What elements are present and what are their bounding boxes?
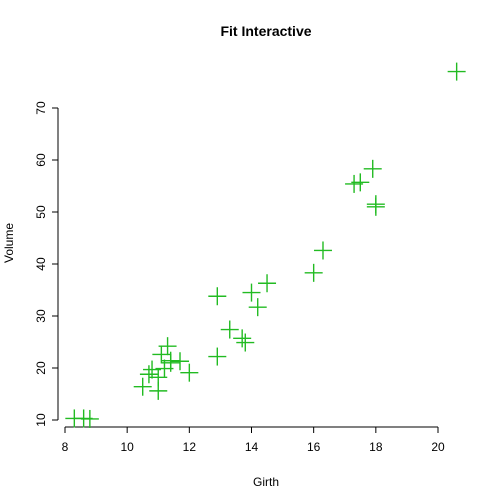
y-tick-label: 70 [34, 101, 48, 115]
data-point [220, 320, 239, 339]
data-point [139, 365, 158, 384]
data-points [65, 62, 466, 428]
x-axis: 8 10 12 14 16 18 20 [62, 426, 445, 454]
data-point [133, 377, 152, 396]
x-axis-label: Girth [253, 475, 279, 489]
x-tick-label: 8 [62, 440, 69, 454]
y-tick-label: 30 [34, 309, 48, 323]
x-tick-label: 14 [245, 440, 259, 454]
data-point [242, 283, 261, 302]
chart-title: Fit Interactive [220, 23, 311, 39]
data-point [158, 337, 177, 356]
y-tick-label: 60 [34, 153, 48, 167]
x-tick-label: 10 [120, 440, 134, 454]
y-axis: 10 20 30 40 50 60 70 [34, 101, 59, 427]
y-tick-label: 10 [34, 413, 48, 427]
y-tick-label: 50 [34, 205, 48, 219]
data-point [313, 241, 332, 260]
data-point [351, 173, 370, 192]
data-point [447, 62, 466, 81]
y-tick-label: 40 [34, 257, 48, 271]
x-tick-label: 18 [369, 440, 383, 454]
data-point [236, 333, 255, 352]
x-tick-label: 16 [307, 440, 321, 454]
data-point [208, 347, 227, 366]
data-point [180, 363, 199, 382]
data-point [304, 263, 323, 282]
data-point [208, 287, 227, 306]
data-point [258, 274, 277, 293]
y-axis-label: Volume [2, 223, 16, 263]
data-point [248, 298, 267, 317]
x-tick-label: 12 [183, 440, 197, 454]
data-point [366, 197, 385, 216]
data-point [171, 352, 190, 371]
y-tick-label: 20 [34, 361, 48, 375]
data-point [363, 159, 382, 178]
data-point [233, 329, 252, 348]
x-tick-label: 20 [431, 440, 445, 454]
data-point [80, 409, 99, 428]
